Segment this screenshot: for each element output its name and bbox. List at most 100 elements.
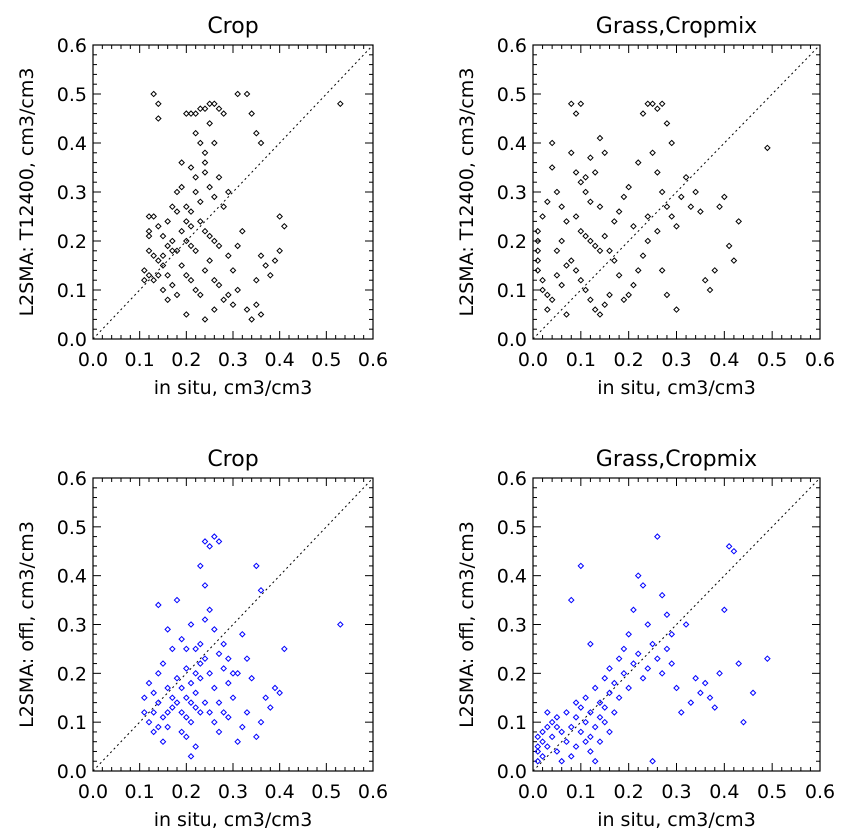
data-point [187,222,195,230]
data-point [582,286,589,294]
data-point [164,218,171,225]
data-point [611,679,618,687]
data-point [534,733,542,741]
x-tick-label: 0.1 [566,349,596,371]
data-point [206,606,213,614]
data-point [192,247,199,255]
data-point [534,257,542,264]
y-tick-label: 0.5 [57,84,87,106]
y-tick-label: 0.3 [57,182,87,204]
data-point [173,247,181,255]
data-point [611,257,618,264]
y-axis-label: L2SMA: offl, cm3/cm3 [456,521,478,728]
data-point [239,630,246,638]
data-point [615,271,623,279]
data-point [211,718,218,726]
data-point [248,674,255,682]
data-point [601,674,609,682]
data-point [150,276,157,284]
data-point [271,684,279,692]
data-point [211,276,218,284]
data-point [220,640,227,648]
data-point [192,188,199,196]
data-point [159,262,167,269]
data-point [587,154,594,162]
data-point [215,281,223,289]
data-point [337,100,344,108]
y-axis-label: L2SMA: offl, cm3/cm3 [16,521,38,728]
data-point [625,684,632,692]
data-point [563,311,570,318]
data-point [591,242,599,250]
x-tick-label: 0.5 [311,349,341,371]
data-point [201,169,209,176]
x-tick-label: 0.5 [757,349,787,371]
y-tick-label: 0.2 [497,231,527,253]
y-tick-label: 0.1 [497,712,527,734]
y-tick-label: 0.4 [497,133,527,155]
data-point [572,743,580,750]
data-point [276,213,283,220]
data-point [215,105,223,113]
data-point [534,227,542,235]
data-point [582,718,589,726]
data-point [183,733,190,741]
data-point [658,267,666,274]
data-point [673,684,680,692]
data-point [183,110,190,117]
data-point [169,645,176,653]
data-point [692,188,699,196]
data-point [164,296,171,304]
data-point [534,267,542,274]
data-point [262,262,269,269]
data-point [211,100,218,108]
data-point [211,533,218,540]
data-point [639,252,647,260]
data-point [169,247,176,255]
data-point [187,242,195,250]
data-point [558,757,566,765]
data-point [663,120,671,127]
data-point [634,267,642,274]
data-point [654,169,661,176]
data-point [150,689,157,697]
data-point [563,738,570,746]
data-point [658,188,666,196]
data-point [234,738,241,746]
one-to-one-line [92,477,374,772]
data-point [155,257,162,264]
data-point [673,222,680,230]
data-point [577,276,585,284]
data-point [253,733,260,741]
data-point [239,723,246,731]
data-point [159,286,167,294]
data-point [187,621,195,628]
data-point [145,718,153,726]
data-point [630,660,637,667]
data-point [658,670,666,677]
data-point [197,674,204,682]
data-point [725,543,733,550]
data-point [150,709,157,716]
data-point [553,188,561,196]
data-point [639,110,647,117]
data-point [169,203,176,211]
data-point [548,296,556,304]
data-point [187,208,195,215]
data-point [178,684,185,692]
data-point [267,271,274,279]
data-point [276,247,283,255]
data-point [591,684,599,692]
data-point [159,738,167,746]
data-point [229,267,237,274]
data-point [544,198,551,206]
data-point [150,252,157,260]
data-point [197,660,204,667]
data-point [164,684,171,692]
data-point [596,311,604,318]
data-point [164,723,171,731]
data-point [601,301,609,309]
data-point [544,306,551,313]
data-point [225,655,232,662]
data-point [654,533,661,540]
